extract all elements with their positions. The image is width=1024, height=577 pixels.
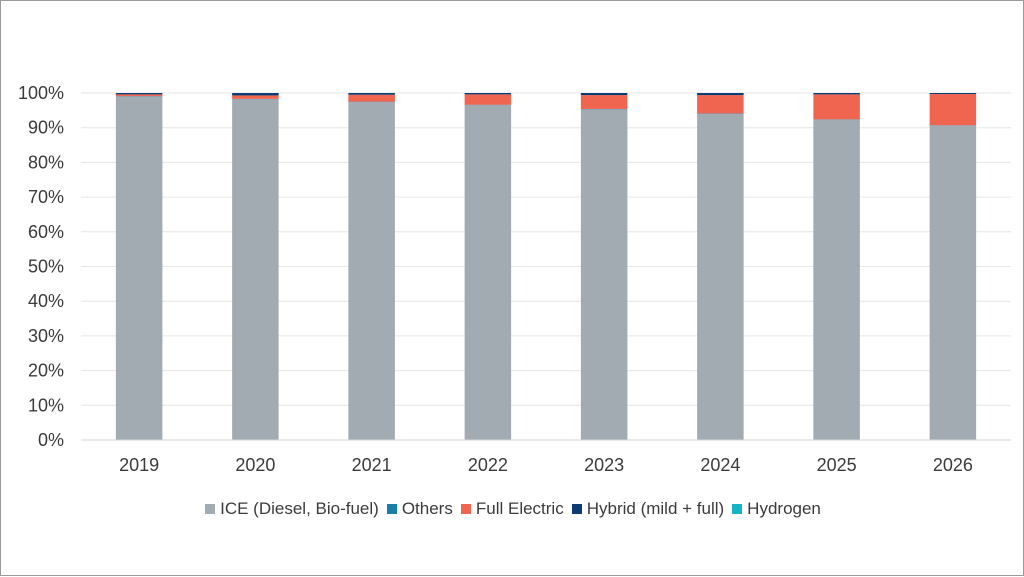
y-tick-label: 30% — [28, 326, 64, 346]
bar-stack-2024 — [697, 93, 744, 440]
y-tick-label: 60% — [28, 222, 64, 242]
bar-segment — [348, 102, 395, 440]
bar-segment — [465, 105, 512, 440]
bar-segment — [813, 93, 860, 94]
legend-item: ICE (Diesel, Bio-fuel) — [205, 499, 379, 519]
legend-swatch — [732, 504, 742, 514]
gridlines — [81, 93, 1011, 405]
x-tick-label: 2020 — [235, 455, 275, 475]
y-tick-label: 20% — [28, 361, 64, 381]
bar-segment — [697, 114, 744, 440]
legend-label: Others — [402, 499, 453, 519]
bar-segment — [581, 109, 628, 440]
bar-segment — [930, 93, 977, 94]
legend: ICE (Diesel, Bio-fuel) Others Full Electri… — [1, 499, 1024, 519]
bar-stack-2023 — [581, 93, 628, 440]
y-tick-label: 40% — [28, 291, 64, 311]
bar-segment — [116, 93, 163, 94]
bar-stack-2022 — [465, 93, 512, 440]
bar-segment — [465, 94, 512, 104]
bar-segment — [232, 93, 279, 95]
bar-segment — [930, 126, 977, 440]
bar-segment — [465, 93, 512, 94]
bar-segment — [697, 95, 744, 113]
bar-segment — [232, 99, 279, 440]
bar-stack-2021 — [348, 93, 395, 440]
legend-swatch — [205, 504, 215, 514]
legend-item: Others — [387, 499, 453, 519]
legend-label: Full Electric — [476, 499, 564, 519]
x-tick-label: 2022 — [468, 455, 508, 475]
bar-segment — [813, 120, 860, 440]
bar-segment — [116, 94, 163, 96]
legend-swatch — [387, 504, 397, 514]
x-tick-label: 2019 — [119, 455, 159, 475]
x-tick-label: 2025 — [817, 455, 857, 475]
legend-swatch — [461, 504, 471, 514]
x-tick-label: 2026 — [933, 455, 973, 475]
legend-item: Hydrogen — [732, 499, 821, 519]
bar-segment — [116, 96, 163, 440]
bar-stack-2026 — [930, 93, 977, 440]
x-tick-label: 2021 — [352, 455, 392, 475]
bar-segment — [930, 94, 977, 125]
y-tick-label: 70% — [28, 187, 64, 207]
x-tick-label: 2024 — [700, 455, 740, 475]
bar-stack-2020 — [232, 93, 279, 440]
y-tick-label: 80% — [28, 152, 64, 172]
bar-stack-2025 — [813, 93, 860, 440]
legend-label: Hydrogen — [747, 499, 821, 519]
legend-item: Hybrid (mild + full) — [572, 499, 724, 519]
y-tick-label: 50% — [28, 257, 64, 277]
legend-label: Hybrid (mild + full) — [587, 499, 724, 519]
y-tick-label: 100% — [18, 83, 64, 103]
y-tick-label: 90% — [28, 118, 64, 138]
bar-segment — [581, 95, 628, 109]
y-tick-label: 10% — [28, 395, 64, 415]
y-tick-label: 0% — [38, 430, 64, 450]
legend-item: Full Electric — [461, 499, 564, 519]
bar-segment — [348, 95, 395, 102]
bar-segment — [581, 93, 628, 95]
legend-label: ICE (Diesel, Bio-fuel) — [220, 499, 379, 519]
x-tick-label: 2023 — [584, 455, 624, 475]
bar-segment — [348, 93, 395, 95]
bar-segment — [232, 95, 279, 98]
bar-segment — [813, 94, 860, 119]
bar-segment — [697, 93, 744, 95]
bar-stack-2019 — [116, 93, 163, 440]
legend-swatch — [572, 504, 582, 514]
